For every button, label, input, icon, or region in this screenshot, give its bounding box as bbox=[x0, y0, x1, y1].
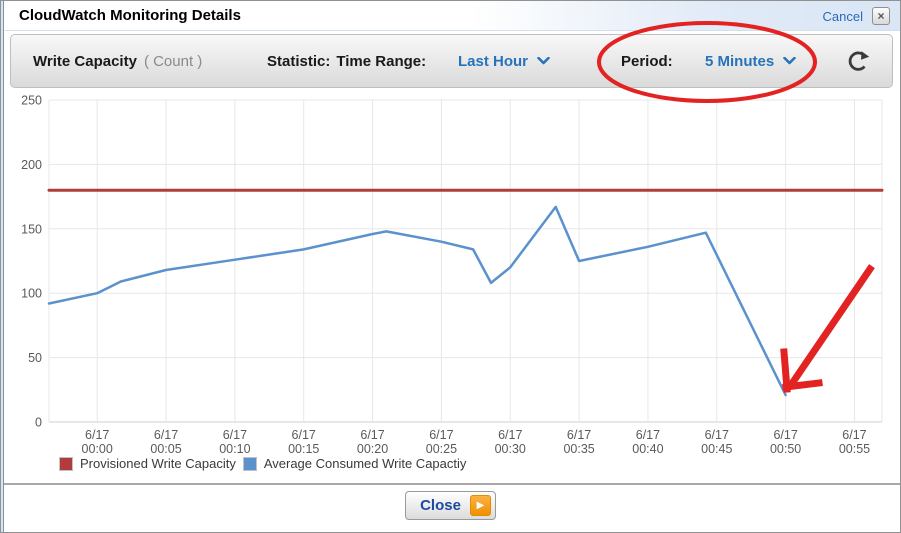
x-axis-tick-label: 6/17 00:25 bbox=[426, 428, 457, 456]
metric-title: Write Capacity ( Count ) bbox=[33, 35, 202, 87]
statistic-timerange-labels: Statistic: Time Range: bbox=[267, 35, 426, 87]
period-value: 5 Minutes bbox=[705, 52, 775, 70]
period-dropdown[interactable]: 5 Minutes bbox=[705, 35, 796, 87]
legend-swatch bbox=[59, 456, 73, 471]
close-button-label: Close bbox=[420, 497, 461, 514]
legend-label: Provisioned Write Capacity bbox=[80, 456, 236, 471]
x-axis-tick-label: 6/17 00:35 bbox=[563, 428, 594, 456]
x-axis-tick-label: 6/17 00:50 bbox=[770, 428, 801, 456]
y-axis-tick-label: 50 bbox=[28, 351, 42, 365]
y-axis-tick-label: 200 bbox=[21, 158, 42, 172]
footer-divider bbox=[1, 483, 900, 485]
time-range-dropdown[interactable]: Last Hour bbox=[458, 35, 550, 87]
close-x-button[interactable]: × bbox=[872, 7, 890, 25]
close-button[interactable]: Close ▶ bbox=[405, 491, 496, 520]
x-axis-tick-label: 6/17 00:45 bbox=[701, 428, 732, 456]
x-axis-tick-label: 6/17 00:20 bbox=[357, 428, 388, 456]
metric-label: Write Capacity bbox=[33, 52, 137, 70]
x-axis-tick-label: 6/17 00:15 bbox=[288, 428, 319, 456]
cancel-link[interactable]: Cancel bbox=[822, 8, 863, 24]
metric-unit: ( Count ) bbox=[143, 52, 203, 70]
x-axis-tick-label: 6/17 00:00 bbox=[82, 428, 113, 456]
y-axis-tick-label: 150 bbox=[21, 222, 42, 236]
refresh-button[interactable] bbox=[845, 35, 872, 87]
dialog-titlebar: CloudWatch Monitoring Details Cancel × bbox=[5, 1, 900, 31]
x-axis-tick-label: 6/17 00:10 bbox=[219, 428, 250, 456]
time-range-label: Time Range: bbox=[336, 52, 427, 70]
window-left-edge bbox=[1, 1, 4, 532]
x-axis-tick-label: 6/17 00:40 bbox=[632, 428, 663, 456]
period-label-wrap: Period: bbox=[621, 35, 673, 87]
time-range-value: Last Hour bbox=[458, 52, 529, 70]
statistic-label: Statistic: bbox=[267, 52, 331, 70]
chart-legend: Provisioned Write Capacity Average Consum… bbox=[59, 456, 466, 471]
period-label: Period: bbox=[621, 52, 673, 70]
y-axis-tick-label: 250 bbox=[21, 94, 42, 108]
legend-item: Average Consumed Write Capactiy bbox=[242, 456, 467, 471]
chevron-down-icon bbox=[783, 57, 796, 65]
legend-swatch bbox=[242, 456, 257, 471]
y-axis-tick-label: 0 bbox=[35, 416, 42, 430]
chart-toolbar: Write Capacity ( Count ) Statistic: Time… bbox=[10, 34, 893, 88]
x-axis-tick-label: 6/17 00:30 bbox=[495, 428, 526, 456]
legend-item: Provisioned Write Capacity bbox=[59, 456, 236, 471]
page-title: CloudWatch Monitoring Details bbox=[19, 7, 241, 24]
legend-label: Average Consumed Write Capactiy bbox=[263, 456, 467, 471]
chevron-down-icon bbox=[537, 57, 550, 65]
close-x-icon: × bbox=[877, 9, 885, 23]
consumed-capacity-line bbox=[47, 205, 787, 397]
refresh-icon bbox=[848, 50, 870, 71]
x-axis-tick-label: 6/17 00:55 bbox=[839, 428, 870, 456]
x-axis-tick-label: 6/17 00:05 bbox=[150, 428, 181, 456]
y-axis-tick-label: 100 bbox=[21, 287, 42, 301]
close-button-arrow-icon: ▶ bbox=[469, 495, 491, 516]
